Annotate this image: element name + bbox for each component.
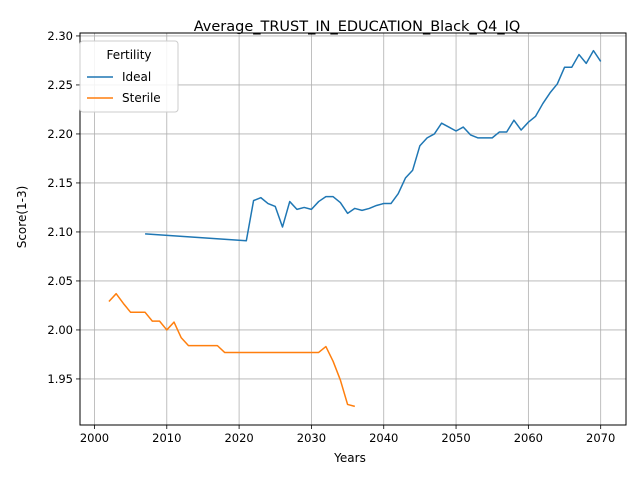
legend-title: Fertility [106,48,151,62]
y-tick-label: 2.00 [47,323,73,337]
series-line-sterile [108,292,356,408]
y-tick-label: 1.95 [47,372,73,386]
x-tick-label: 2070 [586,431,615,445]
legend: Fertility Ideal Sterile [79,40,179,113]
y-tick-label: 2.05 [47,274,73,288]
x-tick-label: 2000 [80,431,109,445]
y-tick-label: 2.20 [47,127,73,141]
x-axis: 2000 2010 2020 2030 2040 2050 2060 2070 [80,425,615,445]
y-axis: 1.95 2.00 2.05 2.10 2.15 2.20 2.25 2.30 [47,29,80,386]
y-tick-label: 2.15 [47,176,73,190]
series-line-ideal [145,49,602,242]
x-tick-label: 2010 [152,431,181,445]
y-tick-label: 2.10 [47,225,73,239]
x-tick-label: 2030 [297,431,326,445]
x-tick-label: 2020 [224,431,253,445]
series-group [108,49,602,408]
x-axis-label: Years [333,451,366,465]
y-axis-label: Score(1-3) [15,186,29,249]
x-tick-label: 2060 [514,431,543,445]
x-tick-label: 2040 [369,431,398,445]
grid [80,33,626,425]
legend-label-ideal: Ideal [122,70,151,84]
y-tick-label: 2.30 [47,29,73,43]
plot-frame [79,32,627,426]
chart-title: Average_TRUST_IN_EDUCATION_Black_Q4_IQ [194,19,521,35]
legend-box [79,40,179,113]
y-tick-label: 2.25 [47,78,73,92]
x-tick-label: 2050 [441,431,470,445]
legend-label-sterile: Sterile [122,91,161,105]
